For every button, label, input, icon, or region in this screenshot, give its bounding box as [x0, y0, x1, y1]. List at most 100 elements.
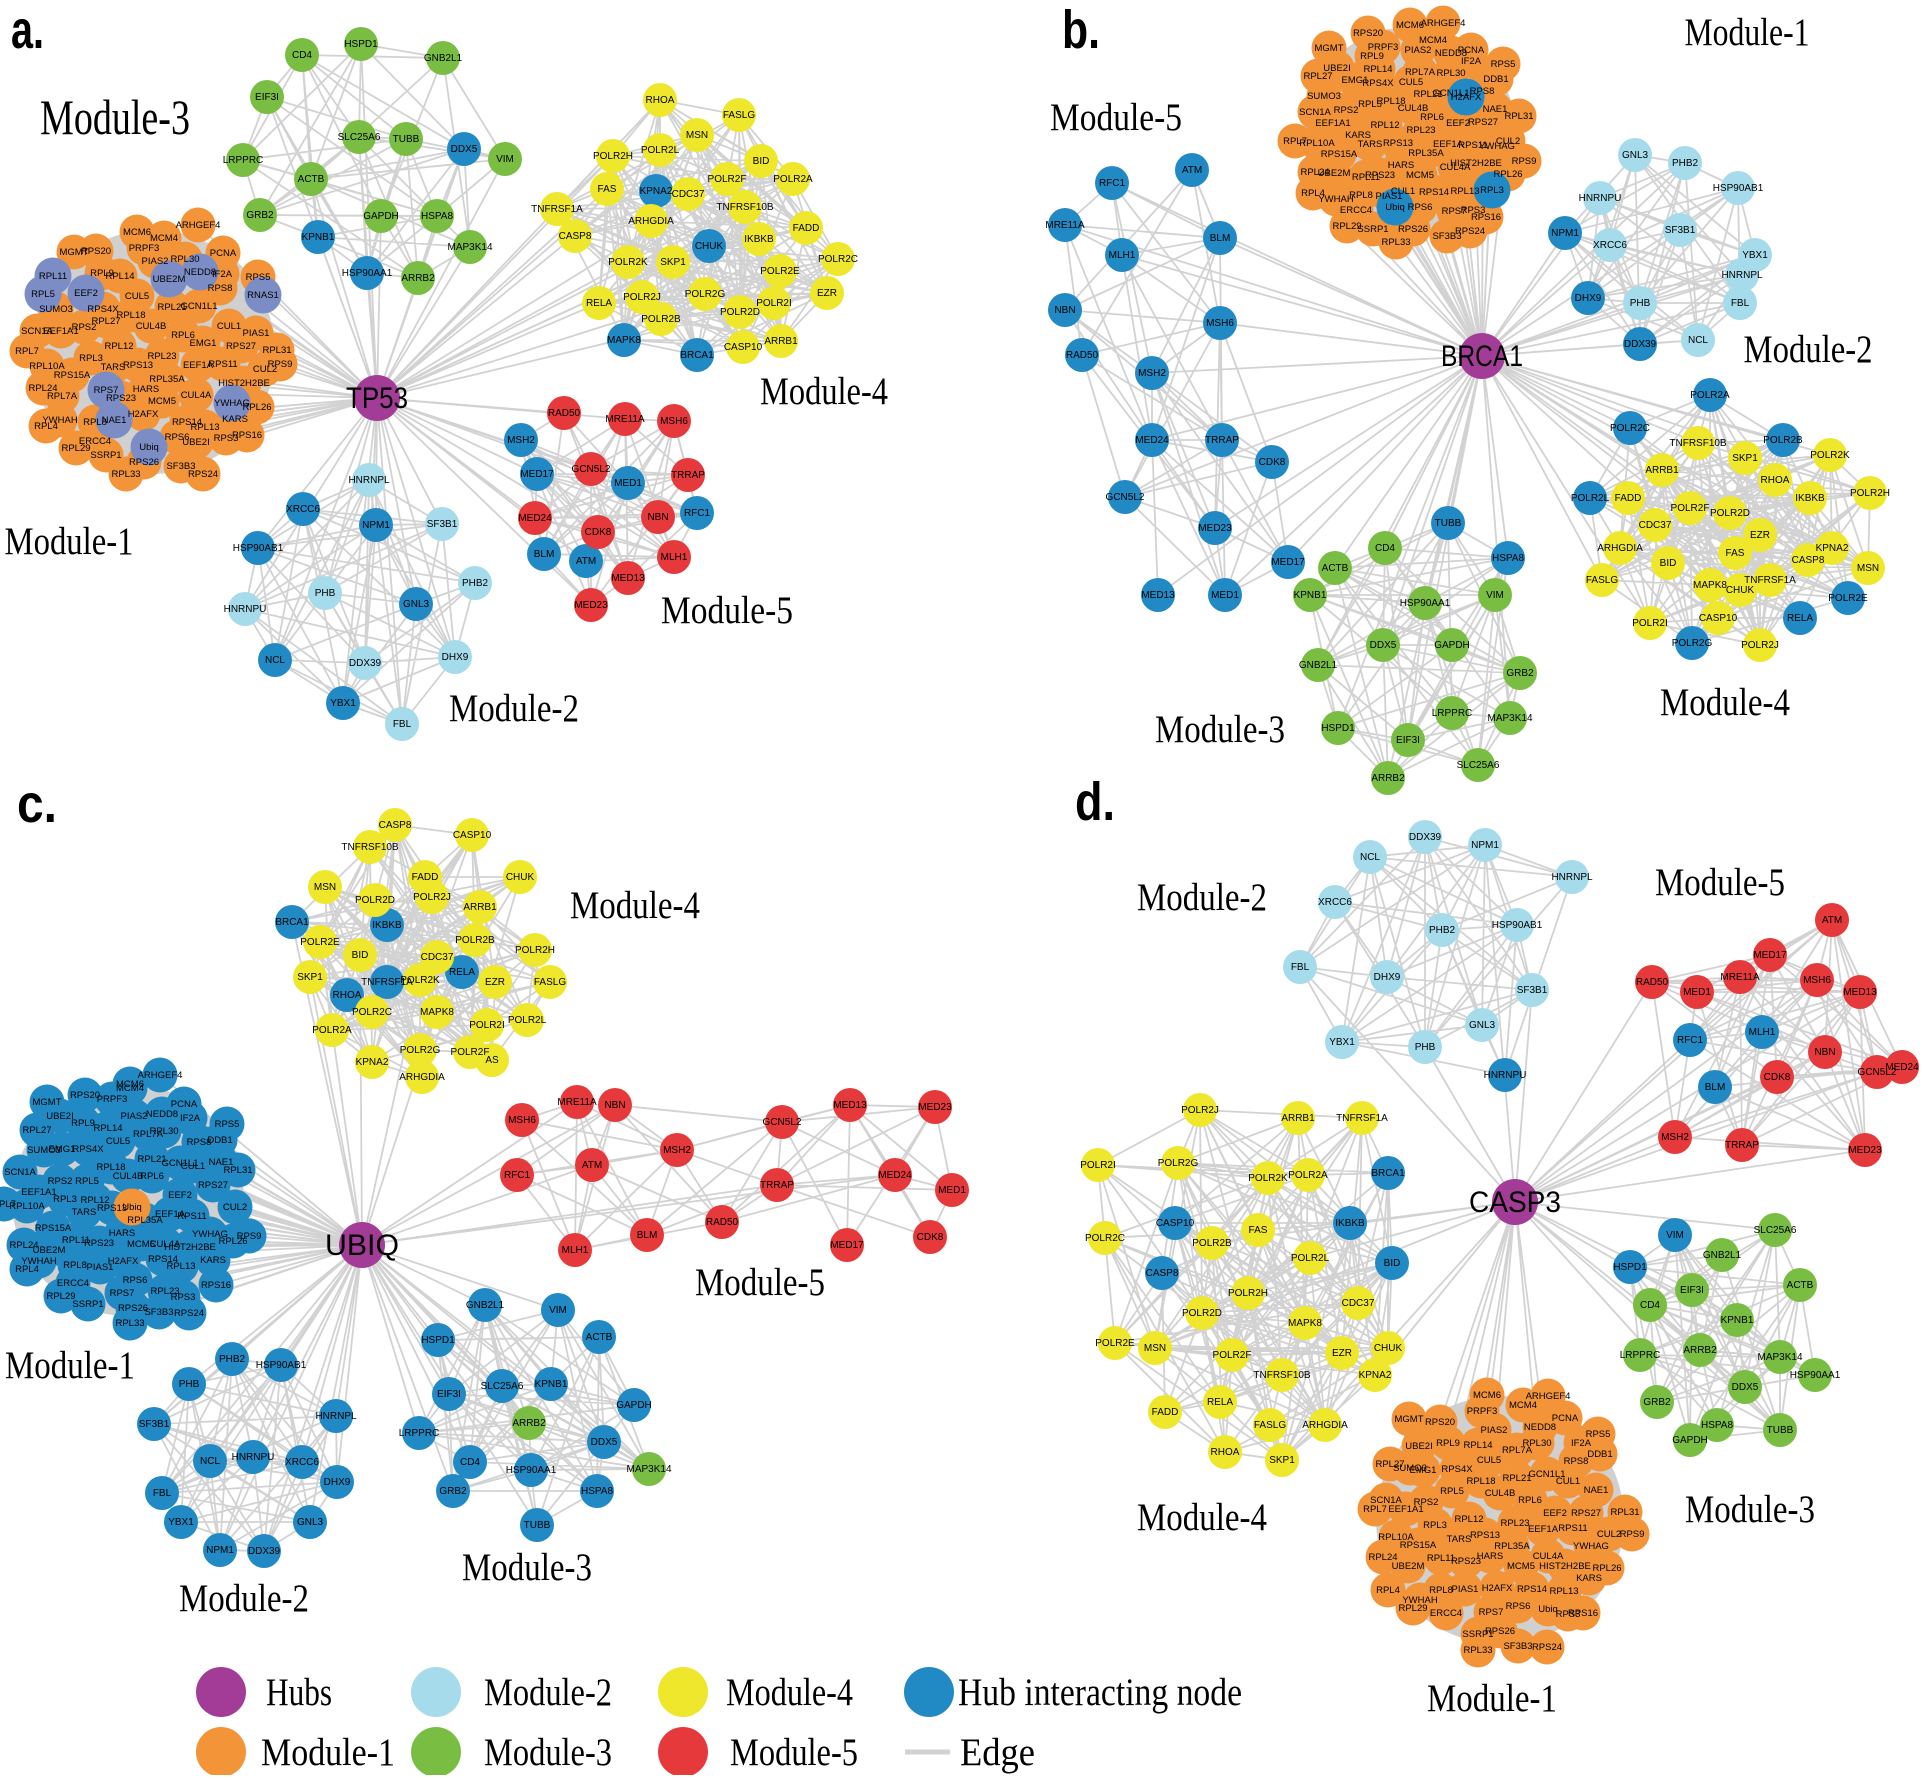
svg-text:ARHGEF4: ARHGEF4	[176, 220, 221, 231]
svg-text:RPL9: RPL9	[71, 1118, 95, 1129]
svg-text:RPS15A: RPS15A	[1321, 149, 1358, 160]
svg-text:NAE1: NAE1	[1483, 104, 1508, 115]
svg-text:Module-2: Module-2	[179, 1577, 309, 1620]
svg-text:RPS27: RPS27	[198, 1180, 228, 1191]
svg-text:MSH2: MSH2	[1138, 368, 1166, 379]
svg-text:Module-4: Module-4	[760, 370, 888, 413]
svg-text:GRB2: GRB2	[439, 1486, 467, 1497]
svg-text:YWHAH: YWHAH	[42, 415, 78, 426]
svg-text:RPS5: RPS5	[1491, 59, 1516, 70]
svg-text:Module-1: Module-1	[261, 1731, 395, 1774]
svg-text:EZR: EZR	[485, 977, 505, 988]
svg-text:RPL14: RPL14	[93, 1123, 122, 1134]
svg-text:CHUK: CHUK	[506, 872, 535, 883]
svg-text:RPL8: RPL8	[83, 417, 107, 428]
svg-text:DDX39: DDX39	[1409, 832, 1442, 843]
svg-text:PIAS2: PIAS2	[1405, 45, 1432, 56]
svg-text:FAS: FAS	[1726, 548, 1745, 559]
svg-text:RAD50: RAD50	[1636, 977, 1669, 988]
svg-text:RPS11: RPS11	[1558, 1523, 1587, 1534]
svg-text:MED17: MED17	[830, 1240, 864, 1251]
svg-text:HSPD1: HSPD1	[1613, 1262, 1647, 1273]
svg-text:RPS4X: RPS4X	[1441, 1464, 1473, 1475]
svg-text:KPNB1: KPNB1	[1721, 1315, 1754, 1326]
svg-text:RPS6: RPS6	[165, 432, 190, 443]
svg-text:YWHAG: YWHAG	[214, 398, 250, 409]
svg-text:TNFRSF10B: TNFRSF10B	[1253, 1370, 1311, 1381]
svg-text:CUL2: CUL2	[1496, 136, 1520, 147]
svg-text:HARS: HARS	[1388, 160, 1414, 171]
svg-text:Module-2: Module-2	[1744, 328, 1873, 371]
svg-text:RHOA: RHOA	[1211, 1447, 1240, 1458]
svg-text:RPL7: RPL7	[0, 1199, 16, 1210]
svg-text:RPL9: RPL9	[90, 268, 114, 279]
svg-text:Module-3: Module-3	[462, 1546, 592, 1589]
svg-text:TRRAP: TRRAP	[671, 470, 705, 481]
svg-text:TNFRSF10B: TNFRSF10B	[716, 202, 774, 213]
svg-text:NPM1: NPM1	[1471, 840, 1499, 851]
svg-text:HARS: HARS	[109, 1228, 135, 1239]
svg-text:NEDD8: NEDD8	[184, 267, 216, 278]
svg-text:RPS15A: RPS15A	[1400, 1540, 1437, 1551]
svg-text:RPS2: RPS2	[1414, 1497, 1439, 1508]
svg-text:RAD50: RAD50	[548, 408, 581, 419]
svg-text:NCL: NCL	[200, 1456, 220, 1467]
svg-text:DHX9: DHX9	[324, 1477, 351, 1488]
svg-text:ACTB: ACTB	[1322, 563, 1349, 574]
svg-text:GAPDH: GAPDH	[1434, 640, 1470, 651]
svg-text:RPL23: RPL23	[1406, 125, 1435, 136]
svg-text:EIF3I: EIF3I	[437, 1389, 461, 1400]
svg-text:TARS: TARS	[101, 362, 126, 373]
svg-text:CD4: CD4	[1375, 543, 1395, 554]
svg-text:MLH1: MLH1	[661, 552, 688, 563]
svg-text:BLM: BLM	[1705, 1082, 1726, 1093]
svg-text:RPS20: RPS20	[81, 246, 111, 257]
svg-text:SKP1: SKP1	[1732, 453, 1758, 464]
svg-text:RPL13: RPL13	[190, 422, 219, 433]
svg-text:CD4: CD4	[1640, 1300, 1660, 1311]
svg-text:MLH1: MLH1	[562, 1245, 589, 1256]
svg-text:NPM1: NPM1	[1551, 228, 1579, 239]
svg-text:RPL35A: RPL35A	[1408, 148, 1444, 159]
svg-text:RPS15A: RPS15A	[54, 370, 91, 381]
svg-text:RPL10A: RPL10A	[1299, 138, 1335, 149]
svg-text:FAS: FAS	[598, 184, 617, 195]
svg-text:H2AFX: H2AFX	[1451, 92, 1482, 103]
svg-text:GCN5L2: GCN5L2	[763, 1117, 802, 1128]
svg-text:PHB: PHB	[179, 1379, 200, 1390]
svg-text:Ubiq: Ubiq	[1385, 202, 1405, 213]
svg-text:POLR2B: POLR2B	[641, 314, 681, 325]
svg-text:ACTB: ACTB	[1787, 1280, 1814, 1291]
svg-text:TNFRSF1A: TNFRSF1A	[1336, 1113, 1388, 1124]
svg-text:RPL14: RPL14	[1363, 64, 1392, 75]
svg-text:EEF1A1: EEF1A1	[21, 1187, 56, 1198]
svg-text:HNRNPU: HNRNPU	[232, 1452, 275, 1463]
svg-text:POLR2E: POLR2E	[1828, 593, 1868, 604]
svg-text:Module-4: Module-4	[726, 1671, 853, 1714]
svg-text:GNB2L1: GNB2L1	[424, 53, 463, 64]
svg-text:XRCC6: XRCC6	[1318, 897, 1352, 908]
svg-text:PIAS2: PIAS2	[142, 256, 169, 267]
svg-text:PIAS2: PIAS2	[1481, 1425, 1508, 1436]
svg-text:IF2A: IF2A	[180, 1113, 201, 1124]
svg-text:MED17: MED17	[1271, 557, 1305, 568]
svg-text:RPL5: RPL5	[1358, 99, 1382, 110]
svg-text:EEF2: EEF2	[74, 288, 98, 299]
svg-text:PCNA: PCNA	[171, 1099, 198, 1110]
svg-text:NPM1: NPM1	[362, 520, 390, 531]
svg-text:MSN: MSN	[686, 130, 708, 141]
svg-text:MAPK8: MAPK8	[1693, 580, 1727, 591]
svg-text:SUMO3: SUMO3	[27, 1145, 61, 1156]
svg-text:UBE2I: UBE2I	[1323, 63, 1350, 74]
svg-text:MSN: MSN	[1144, 1343, 1166, 1354]
svg-text:RPS6: RPS6	[1408, 202, 1433, 213]
svg-text:TUBB: TUBB	[1435, 518, 1462, 529]
svg-text:RPL35A: RPL35A	[1494, 1541, 1530, 1552]
svg-text:RPL3: RPL3	[53, 1194, 77, 1205]
svg-text:RPS23: RPS23	[106, 393, 136, 404]
svg-text:RPL13: RPL13	[166, 1261, 195, 1272]
svg-text:POLR2D: POLR2D	[1710, 508, 1750, 519]
svg-text:NBN: NBN	[1054, 305, 1075, 316]
svg-text:PIAS2: PIAS2	[121, 1111, 148, 1122]
svg-text:ARHGEF4: ARHGEF4	[138, 1070, 183, 1081]
